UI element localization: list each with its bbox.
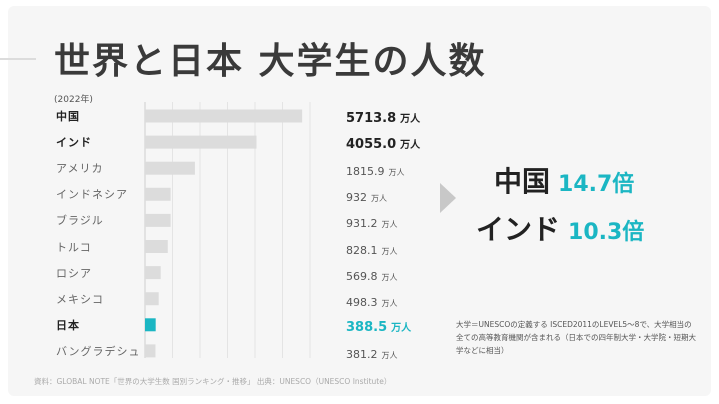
comparison-country: インド: [476, 213, 561, 246]
category-label: インドネシア: [56, 188, 128, 202]
value-unit: 万人: [381, 350, 398, 360]
value-label: 5713.8 万人: [346, 107, 420, 126]
bar: [145, 266, 161, 280]
value-label: 931.2 万人: [346, 212, 398, 231]
bar: [145, 240, 168, 253]
value-unit: 万人: [400, 114, 421, 125]
bar: [145, 318, 156, 332]
value-unit: 万人: [371, 194, 387, 204]
bar: [145, 344, 156, 358]
bar: [145, 161, 195, 175]
page-title: 世界と日本 大学生の人数: [54, 41, 487, 82]
comparison-ratio: 10.3倍: [568, 220, 645, 245]
value-number: 828.1: [346, 243, 378, 257]
comparison-china: 中国 14.7倍: [494, 160, 634, 200]
value-number: 931.2: [346, 217, 378, 231]
title-accent-line: [0, 58, 36, 60]
arrow-icon: [440, 183, 456, 213]
value-unit: 万人: [381, 246, 398, 256]
category-label: アメリカ: [56, 162, 104, 176]
value-label: 4055.0 万人: [346, 133, 420, 152]
value-label: 1815.9 万人: [346, 160, 405, 179]
value-unit: 万人: [400, 140, 421, 152]
bar: [145, 213, 171, 227]
value-number: 4055.0: [346, 137, 397, 153]
category-label: トルコ: [56, 240, 92, 254]
value-unit: 万人: [381, 220, 398, 230]
value-number: 388.5: [346, 319, 388, 335]
value-label: 569.8 万人: [346, 265, 398, 284]
value-label: 381.2 万人: [346, 343, 398, 362]
value-number: 1815.9: [346, 165, 385, 179]
category-label: 日本: [56, 318, 80, 332]
value-number: 381.2: [346, 347, 378, 361]
category-label: バングラデシュ: [56, 344, 141, 358]
content-panel: [8, 6, 711, 396]
value-unit: 万人: [388, 168, 405, 178]
value-label: 388.5 万人: [346, 316, 411, 335]
value-label: 498.3 万人: [346, 291, 398, 310]
year-label: (2022年): [54, 95, 93, 105]
value-number: 5713.8: [346, 111, 397, 126]
value-unit: 万人: [381, 272, 398, 282]
comparison-country: 中国: [494, 165, 551, 198]
category-label: ロシア: [56, 266, 92, 280]
source-credit: 資料：GLOBAL NOTE「世界の大学生数 国別ランキング・推移」 出典：UN…: [34, 377, 392, 386]
category-label: ブラジル: [56, 214, 104, 228]
category-label: 中国: [56, 110, 80, 123]
bar: [145, 135, 257, 149]
value-number: 932: [346, 191, 367, 205]
comparison-ratio: 14.7倍: [558, 172, 635, 197]
category-label: インド: [56, 136, 92, 150]
value-number: 498.3: [346, 295, 378, 309]
bar: [145, 292, 159, 306]
definition-note: 大学＝UNESCOの定義する ISCED2011のLEVEL5〜8で、大学相当の…: [456, 320, 696, 355]
comparison-india: インド 10.3倍: [476, 208, 644, 248]
value-unit: 万人: [391, 322, 412, 334]
value-unit: 万人: [381, 298, 398, 308]
value-label: 828.1 万人: [346, 239, 398, 258]
bar: [145, 109, 303, 123]
value-label: 932 万人: [346, 186, 387, 205]
category-label: メキシコ: [56, 292, 104, 306]
value-number: 569.8: [346, 269, 378, 283]
bar: [145, 187, 171, 201]
